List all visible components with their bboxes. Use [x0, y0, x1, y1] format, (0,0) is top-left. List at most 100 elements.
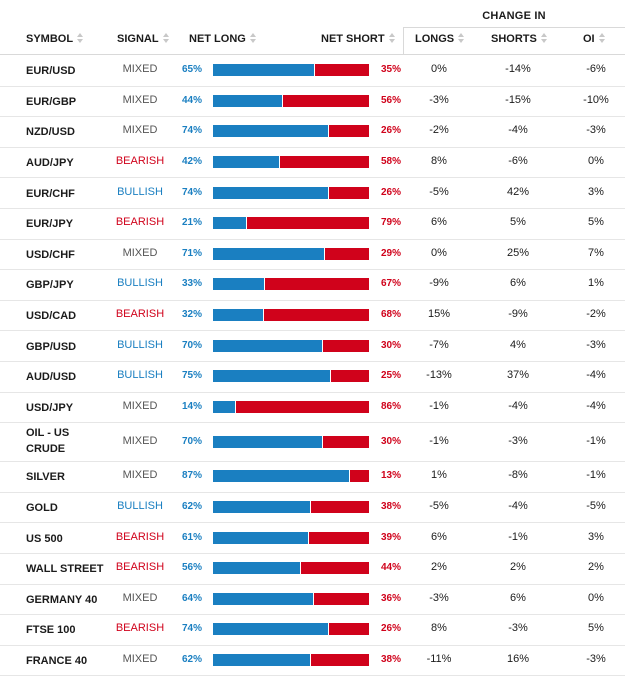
change-oi: -3%	[586, 124, 606, 137]
symbol-label[interactable]: AUD/JPY	[26, 157, 74, 170]
net-long-column-header[interactable]: NET LONG	[189, 33, 256, 45]
symbol-column-header[interactable]: SYMBOL	[26, 33, 84, 45]
change-shorts: -6%	[508, 155, 528, 168]
symbol-label[interactable]: WALL STREET	[26, 563, 104, 576]
net-long-fill	[213, 435, 322, 448]
table-row[interactable]: USD/CHF MIXED 71% 29% 0% 25% 7%	[0, 239, 625, 271]
signal-badge: MIXED	[122, 93, 158, 106]
symbol-label[interactable]: EUR/GBP	[26, 95, 77, 108]
table-row[interactable]: EUR/JPY BEARISH 21% 79% 6% 5% 5%	[0, 208, 625, 240]
sentiment-bar	[213, 125, 369, 138]
net-long-percent: 33%	[182, 278, 203, 290]
symbol-label[interactable]: FTSE 100	[26, 624, 76, 637]
change-in-group-header: CHANGE IN	[482, 10, 546, 22]
sort-icon[interactable]	[598, 33, 605, 43]
table-row[interactable]: EUR/USD MIXED 65% 35% 0% -14% -6%	[0, 55, 625, 87]
table-row[interactable]: AUD/USD BULLISH 75% 25% -13% 37% -4%	[0, 361, 625, 393]
symbol-label[interactable]: USD/JPY	[26, 401, 74, 414]
signal-badge: BULLISH	[117, 338, 163, 351]
table-row[interactable]: GERMANY 40 MIXED 64% 36% -3% 6% 0%	[0, 584, 625, 616]
sort-icon[interactable]	[540, 33, 547, 43]
symbol-label[interactable]: EUR/CHF	[26, 187, 75, 200]
symbol-label[interactable]: GERMANY 40	[26, 593, 98, 606]
signal-badge: BEARISH	[115, 155, 165, 168]
table-row[interactable]: AUD/JPY BEARISH 42% 58% 8% -6% 0%	[0, 147, 625, 179]
change-oi: 5%	[588, 216, 604, 229]
sort-icon[interactable]	[162, 33, 169, 43]
change-shorts: -1%	[508, 530, 528, 543]
net-short-percent: 36%	[380, 592, 401, 604]
change-oi: -6%	[586, 63, 606, 76]
table-row[interactable]: SILVER MIXED 87% 13% 1% -8% -1%	[0, 461, 625, 493]
symbol-label[interactable]: US 500	[26, 532, 63, 545]
net-long-fill	[213, 339, 322, 352]
table-row[interactable]: EUR/CHF BULLISH 74% 26% -5% 42% 3%	[0, 177, 625, 209]
net-short-percent: 35%	[380, 64, 401, 76]
sentiment-bar	[213, 217, 369, 230]
signal-badge: BEARISH	[115, 308, 165, 321]
signal-badge: BEARISH	[115, 216, 165, 229]
net-long-fill	[213, 562, 300, 575]
table-row[interactable]: OIL - US CRUDE MIXED 70% 30% -1% -3% -1%	[0, 422, 625, 463]
table-row[interactable]: NZD/USD MIXED 74% 26% -2% -4% -3%	[0, 116, 625, 148]
net-short-percent: 25%	[380, 370, 401, 382]
sort-icon[interactable]	[249, 33, 256, 43]
net-long-percent: 61%	[182, 531, 203, 543]
signal-badge: MIXED	[122, 63, 158, 76]
symbol-label[interactable]: GBP/JPY	[26, 279, 74, 292]
symbol-label[interactable]: USD/CHF	[26, 248, 75, 261]
symbol-label[interactable]: NZD/USD	[26, 126, 75, 139]
bar-divider	[314, 64, 315, 77]
sentiment-bar	[213, 156, 369, 169]
table-row[interactable]: US 500 BEARISH 61% 39% 6% -1% 3%	[0, 522, 625, 554]
signal-column-header[interactable]: SIGNAL	[117, 33, 169, 45]
signal-badge: MIXED	[122, 399, 158, 412]
table-row[interactable]: WALL STREET BEARISH 56% 44% 2% 2% 2%	[0, 553, 625, 585]
sentiment-bar	[213, 501, 369, 514]
table-row[interactable]: USD/JPY MIXED 14% 86% -1% -4% -4%	[0, 392, 625, 424]
change-shorts: 16%	[506, 653, 530, 666]
bar-divider	[263, 309, 264, 322]
net-long-fill	[213, 623, 328, 636]
change-longs: -11%	[426, 653, 452, 666]
symbol-label[interactable]: SILVER	[26, 471, 65, 484]
symbol-label[interactable]: OIL - US CRUDE	[26, 427, 70, 456]
net-short-column-header[interactable]: NET SHORT	[321, 33, 395, 45]
net-long-percent: 21%	[182, 217, 203, 229]
change-shorts: -4%	[508, 124, 528, 137]
change-longs: 0%	[431, 63, 447, 76]
table-row[interactable]: GBP/USD BULLISH 70% 30% -7% 4% -3%	[0, 330, 625, 362]
bar-divider	[322, 339, 323, 352]
sort-icon[interactable]	[388, 33, 395, 43]
symbol-label[interactable]: GBP/USD	[26, 340, 77, 353]
change-longs: -7%	[429, 338, 449, 351]
table-row[interactable]: EUR/GBP MIXED 44% 56% -3% -15% -10%	[0, 86, 625, 118]
longs-column-header[interactable]: LONGS	[415, 33, 465, 45]
change-longs: -5%	[429, 185, 449, 198]
symbol-label[interactable]: EUR/JPY	[26, 218, 74, 231]
table-row[interactable]: FTSE 100 BEARISH 74% 26% 8% -3% 5%	[0, 614, 625, 646]
symbol-label[interactable]: USD/CAD	[26, 310, 77, 323]
column-divider	[403, 28, 404, 54]
bar-divider	[308, 531, 309, 544]
oi-column-header[interactable]: OI	[583, 33, 605, 45]
shorts-column-header[interactable]: SHORTS	[491, 33, 547, 45]
symbol-label[interactable]: GOLD	[26, 502, 58, 515]
change-shorts: 4%	[510, 338, 526, 351]
net-long-percent: 64%	[182, 592, 203, 604]
bar-divider	[310, 654, 311, 667]
sentiment-bar	[213, 186, 369, 199]
table-row[interactable]: GBP/JPY BULLISH 33% 67% -9% 6% 1%	[0, 269, 625, 301]
net-long-percent: 71%	[182, 247, 203, 259]
symbol-label[interactable]: AUD/USD	[26, 371, 77, 384]
symbol-label[interactable]: EUR/USD	[26, 65, 76, 78]
table-row[interactable]: FRANCE 40 MIXED 62% 38% -11% 16% -3%	[0, 645, 625, 677]
net-short-percent: 44%	[380, 562, 401, 574]
net-long-percent: 65%	[182, 64, 203, 76]
table-row[interactable]: GOLD BULLISH 62% 38% -5% -4% -5%	[0, 492, 625, 524]
sort-icon[interactable]	[77, 33, 84, 43]
table-row[interactable]: USD/CAD BEARISH 32% 68% 15% -9% -2%	[0, 300, 625, 332]
bar-divider	[328, 623, 329, 636]
sort-icon[interactable]	[458, 33, 465, 43]
symbol-label[interactable]: FRANCE 40	[26, 655, 88, 668]
